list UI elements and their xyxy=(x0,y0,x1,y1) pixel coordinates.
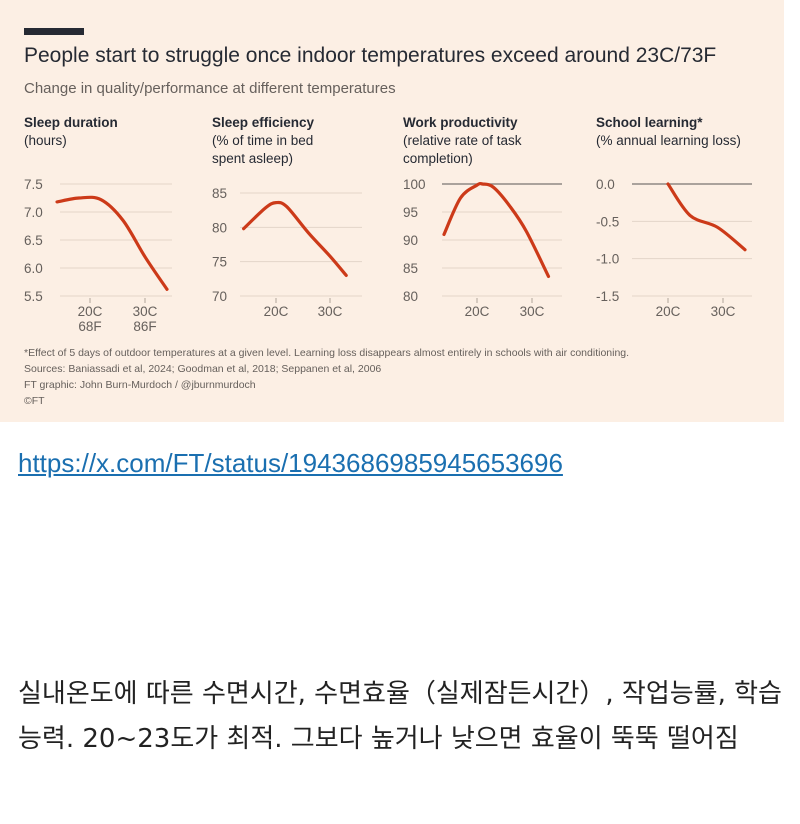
panel-3-xtick-label: 30C xyxy=(520,304,545,319)
panel-1-xtick-secondary-label: 86F xyxy=(133,319,156,334)
panel-4-heading: School learning* (% annual learning loss… xyxy=(596,114,741,150)
panel-1-series-line xyxy=(55,195,169,291)
panel-1-xtick-label: 30C xyxy=(133,304,158,319)
panel-3-ytick-label: 100 xyxy=(403,177,426,192)
copyright: ©FT xyxy=(24,395,45,407)
panel-4-xtick-label: 20C xyxy=(656,304,681,319)
panel-1-title: Sleep duration xyxy=(24,115,118,130)
panel-1-ytick-label: 5.5 xyxy=(24,289,43,304)
panel-4-ytick-label: -1.5 xyxy=(596,289,619,304)
panel-1-ytick-label: 6.0 xyxy=(24,261,43,276)
panel-3-ytick-label: 80 xyxy=(403,289,418,304)
footnote: *Effect of 5 days of outdoor temperature… xyxy=(24,347,630,359)
panel-2-ytick-label: 80 xyxy=(212,220,227,235)
panel-4-ytick-label: -0.5 xyxy=(596,214,619,229)
panel-1-xtick-label: 20C xyxy=(78,304,103,319)
panel-2-unit: (% of time in bed xyxy=(212,133,314,148)
chart-title: People start to struggle once indoor tem… xyxy=(24,44,717,67)
panel-3-ytick-label: 90 xyxy=(403,233,418,248)
panel-2-unit-line2: spent asleep) xyxy=(212,151,294,166)
panel-2-xtick-label: 20C xyxy=(264,304,289,319)
panel-2-ytick-label: 85 xyxy=(212,186,227,201)
panel-1-ytick-label: 7.5 xyxy=(24,177,43,192)
panel-4-series-line xyxy=(666,182,747,252)
panel-4-ytick-label: 0.0 xyxy=(596,177,615,192)
panel-1-ytick-label: 6.5 xyxy=(24,233,43,248)
panel-3-xtick-label: 20C xyxy=(465,304,490,319)
panel-2-ytick-label: 70 xyxy=(212,289,227,304)
panel-4-xtick-label: 30C xyxy=(711,304,736,319)
ft-accent-bar xyxy=(24,28,84,35)
credit: FT graphic: John Burn-Murdoch / @jburnmu… xyxy=(24,379,256,391)
panel-4-title: School learning* xyxy=(596,115,703,130)
panel-3-unit: (relative rate of task xyxy=(403,133,522,148)
panel-1-unit: (hours) xyxy=(24,133,67,148)
panel-3-heading: Work productivity (relative rate of task… xyxy=(403,114,522,168)
sources: Sources: Baniassadi et al, 2024; Goodman… xyxy=(24,363,382,375)
panel-4-ytick-label: -1.0 xyxy=(596,252,619,267)
panel-4-unit: (% annual learning loss) xyxy=(596,133,741,148)
post-text: 실내온도에 따른 수면시간, 수면효율（실제잠든시간）, 작업능률, 학습능력.… xyxy=(18,679,782,754)
chart-subtitle: Change in quality/performance at differe… xyxy=(24,80,396,97)
ft-chart-card: People start to struggle once indoor tem… xyxy=(0,0,784,422)
panel-2-series-line xyxy=(242,200,348,277)
chart-notes: *Effect of 5 days of outdoor temperature… xyxy=(24,345,629,409)
panel-3-title: Work productivity xyxy=(403,115,518,130)
panel-1-xtick-secondary-label: 68F xyxy=(78,319,101,334)
panel-3-ytick-label: 95 xyxy=(403,205,418,220)
tweet-link[interactable]: https://x.com/FT/status/1943686985945653… xyxy=(18,448,563,478)
panel-2-heading: Sleep efficiency (% of time in bed spent… xyxy=(212,114,314,168)
panel-2-xtick-label: 30C xyxy=(318,304,343,319)
panel-2-ytick-label: 75 xyxy=(212,255,227,270)
panel-2-title: Sleep efficiency xyxy=(212,115,315,130)
panel-3-series-line xyxy=(442,181,551,278)
panel-1-heading: Sleep duration (hours) xyxy=(24,114,118,150)
panel-3-ytick-label: 85 xyxy=(403,261,418,276)
panel-3-unit-line2: completion) xyxy=(403,151,473,166)
panel-1-ytick-label: 7.0 xyxy=(24,205,43,220)
